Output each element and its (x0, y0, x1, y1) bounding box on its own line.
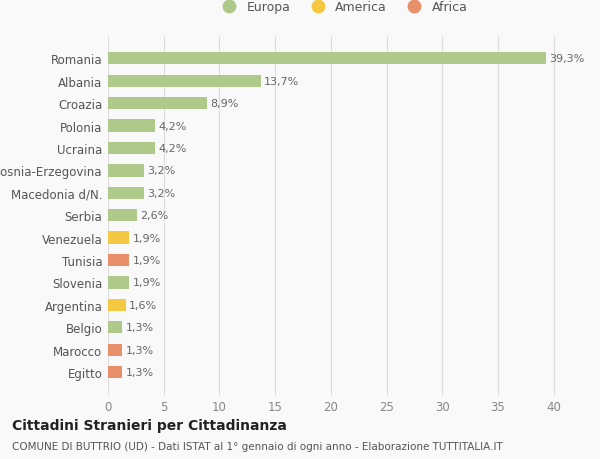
Text: 8,9%: 8,9% (211, 99, 239, 109)
Text: 1,3%: 1,3% (126, 345, 154, 355)
Bar (108, 98, 207, 110)
Bar (108, 277, 129, 289)
Text: 3,2%: 3,2% (147, 188, 175, 198)
Bar (108, 120, 155, 132)
Bar (108, 165, 143, 177)
Bar (108, 254, 129, 267)
Bar (108, 187, 143, 200)
Bar (108, 53, 546, 65)
Text: 1,9%: 1,9% (133, 256, 161, 265)
Bar (108, 321, 122, 334)
Text: 1,9%: 1,9% (133, 233, 161, 243)
Bar (108, 299, 126, 311)
Text: 3,2%: 3,2% (147, 166, 175, 176)
Text: 2,6%: 2,6% (140, 211, 169, 221)
Text: Cittadini Stranieri per Cittadinanza: Cittadini Stranieri per Cittadinanza (12, 418, 287, 431)
Legend: Europa, America, Africa: Europa, America, Africa (211, 0, 473, 19)
Text: 4,2%: 4,2% (158, 144, 187, 154)
Text: 4,2%: 4,2% (158, 121, 187, 131)
Text: 13,7%: 13,7% (264, 77, 299, 86)
Text: 1,3%: 1,3% (126, 367, 154, 377)
Bar (108, 232, 129, 244)
Text: 1,9%: 1,9% (133, 278, 161, 288)
Bar (108, 344, 122, 356)
Text: 39,3%: 39,3% (549, 54, 584, 64)
Bar (108, 210, 137, 222)
Text: 1,3%: 1,3% (126, 323, 154, 333)
Text: COMUNE DI BUTTRIO (UD) - Dati ISTAT al 1° gennaio di ogni anno - Elaborazione TU: COMUNE DI BUTTRIO (UD) - Dati ISTAT al 1… (12, 441, 503, 451)
Bar (108, 366, 122, 379)
Bar (108, 142, 155, 155)
Text: 1,6%: 1,6% (129, 300, 157, 310)
Bar (108, 75, 260, 88)
